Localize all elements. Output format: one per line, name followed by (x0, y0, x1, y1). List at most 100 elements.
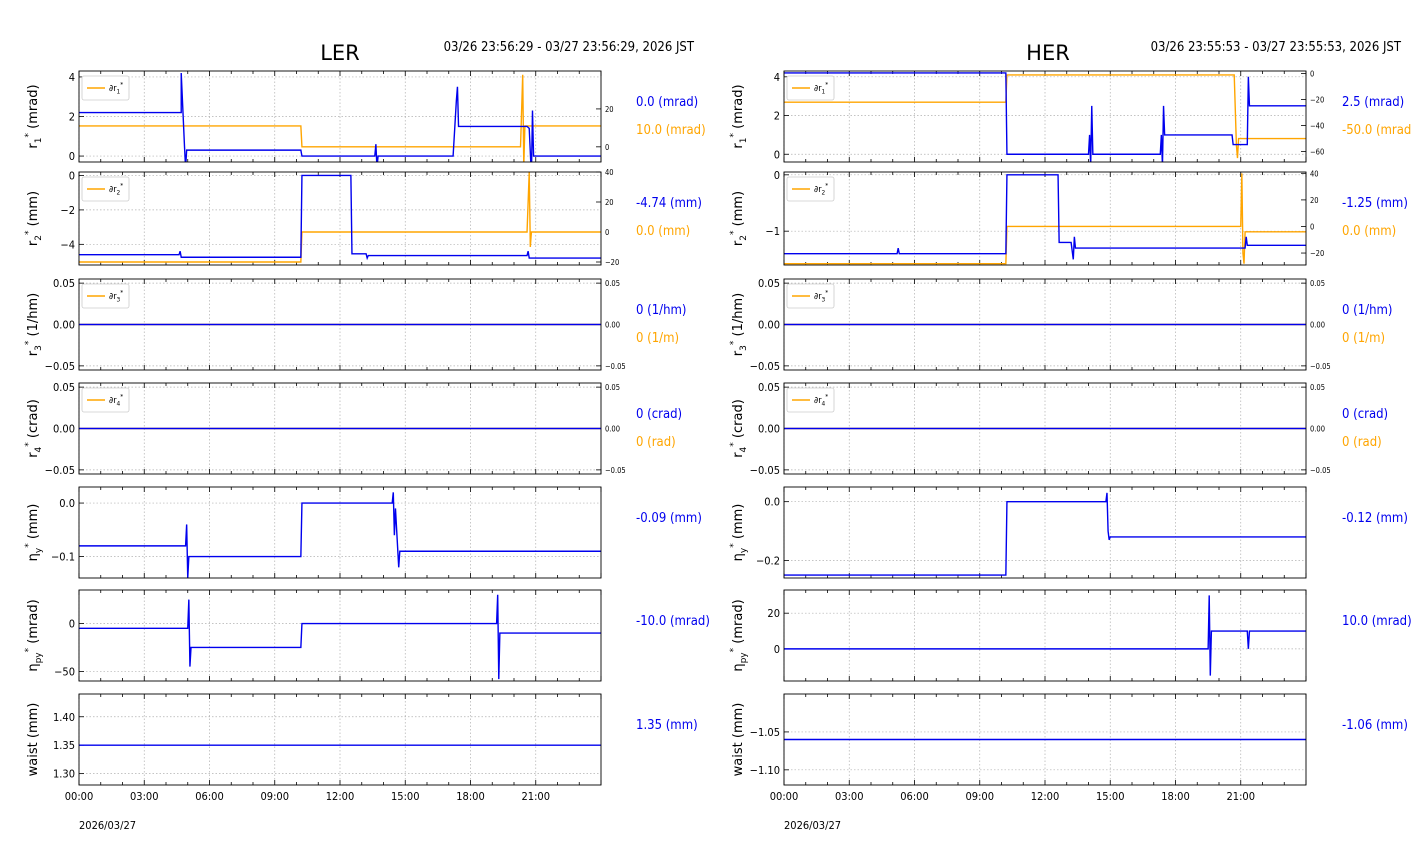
current-value-blue: 10.0 (mrad) (1342, 614, 1412, 629)
panel-1: 0 2 4 0 −20 −40 −60 ∂r1* r1* (mrad) 2.5 (mrad) -50… (729, 70, 1412, 163)
y-tick-label: 0.05 (53, 381, 75, 394)
y-tick-label: 20 (767, 607, 780, 620)
current-value-blue: -10.0 (mrad) (636, 614, 710, 629)
panel-3: 0.05 0.00 −0.05 0.05 0.00 −0.05 ∂r3* r3* (1/hm)… (729, 277, 1392, 373)
legend-box (786, 75, 835, 101)
grid (783, 71, 1306, 162)
y-tick-label: 4 (69, 71, 75, 84)
y-tick-label: −0.2 (756, 554, 780, 567)
x-tick-label: 00:00 (65, 790, 94, 803)
x-tick-label: 15:00 (1096, 790, 1125, 803)
y-axis-label: waist (mm) (731, 703, 746, 777)
y-tick-label: 0 (774, 169, 780, 182)
series-orange-line (79, 74, 601, 162)
y-axis-label: r1* (mrad) (729, 84, 749, 148)
axes-frame (783, 589, 1307, 682)
y-tick-label: −1 (765, 225, 780, 238)
current-value-orange: -50.0 (mrad) (1342, 123, 1412, 138)
chart-her: HER 03/26 23:55:53 - 03/27 23:55:53, 2026… (729, 40, 1412, 832)
panel-1: 0 2 4 0 20 ∂r1* r1* (mrad) 0.0 (mrad) 10.0 (mrad… (24, 70, 706, 163)
y-tick-label: −0.05 (750, 464, 780, 477)
x-tick-label: 12:00 (1031, 790, 1060, 803)
current-value-blue: 0 (crad) (636, 407, 682, 422)
chart-title: HER (1026, 41, 1070, 65)
panel-5: 0.0 −0.2 ηy* (mm) -0.12 (mm) (729, 486, 1408, 579)
current-value-blue: 0 (1/hm) (1342, 303, 1392, 318)
y2-tick-label: −20 (605, 258, 619, 267)
legend: ∂r3* (786, 283, 835, 309)
y2-tick-label: 40 (1310, 169, 1319, 178)
y-axis-label: r2* (mm) (24, 191, 44, 246)
x-tick-label: 18:00 (456, 790, 485, 803)
y-axis-label: r4* (crad) (729, 399, 749, 458)
current-value-blue: -0.12 (mm) (1342, 511, 1408, 526)
y-axis-label: r2* (mm) (729, 191, 749, 246)
legend-box (81, 176, 130, 202)
y-axis-label: waist (mm) (26, 703, 41, 777)
x-date-label: 2026/03/27 (784, 819, 841, 832)
series-orange-line (79, 172, 601, 263)
y2-tick-label: 0.00 (605, 425, 620, 434)
axes-frame (78, 589, 602, 682)
y-axis-label: ηy* (mm) (729, 504, 749, 562)
y-tick-label: −4 (60, 238, 75, 251)
y2-tick-label: 40 (605, 168, 614, 177)
y-tick-label: 0.0 (59, 497, 75, 510)
y2-tick-label: 0 (605, 228, 609, 237)
y-axis-label: r3* (1/hm) (729, 293, 749, 356)
y-tick-label: 0.00 (758, 423, 780, 436)
series-blue-line (784, 174, 1306, 260)
axes-frame (78, 278, 602, 371)
current-value-orange: 10.0 (mrad) (636, 123, 706, 138)
series-blue-line (79, 594, 601, 680)
current-value-blue: 0 (crad) (1342, 407, 1388, 422)
current-value-blue: 0.0 (mrad) (636, 95, 698, 110)
y-tick-label: 0.00 (53, 423, 75, 436)
y-tick-label: 0.05 (758, 381, 780, 394)
x-tick-label: 03:00 (835, 790, 864, 803)
axes-frame (783, 693, 1307, 786)
y2-tick-label: 0.05 (1310, 383, 1325, 392)
legend-box (786, 387, 835, 413)
axes-frame (78, 171, 602, 266)
y2-tick-label: 20 (605, 198, 614, 207)
y-axis-label: r3* (1/hm) (24, 293, 44, 356)
x-tick-label: 09:00 (965, 790, 994, 803)
y-tick-label: −0.05 (45, 360, 75, 373)
panel-4: 0.05 0.00 −0.05 0.05 0.00 −0.05 ∂r4* r4* (crad)… (729, 381, 1388, 477)
x-tick-label: 09:00 (260, 790, 289, 803)
axes-frame (783, 171, 1307, 266)
y-axis-label: ηpy* (mrad) (729, 599, 749, 671)
legend-label: ∂r3* (109, 289, 123, 304)
panel-3: 0.05 0.00 −0.05 0.05 0.00 −0.05 ∂r3* r3* (1/hm)… (24, 277, 686, 373)
grid (78, 487, 601, 578)
y-tick-label: 0 (69, 150, 75, 163)
y2-tick-label: 0.00 (1310, 425, 1325, 434)
legend-label: ∂r1* (814, 81, 828, 96)
series-blue-line (784, 595, 1306, 676)
current-value-blue: -1.06 (mm) (1342, 718, 1408, 733)
y2-tick-label: 20 (1310, 196, 1319, 205)
y-tick-label: 0.00 (758, 319, 780, 332)
x-tick-label: 18:00 (1161, 790, 1190, 803)
current-value-orange: 0.0 (mm) (1342, 224, 1396, 239)
axes-frame (78, 382, 602, 475)
grid (78, 71, 601, 162)
series-blue-line (784, 492, 1306, 576)
y2-tick-label: −60 (1310, 148, 1324, 157)
y-tick-label: −0.1 (51, 551, 75, 564)
y-axis-label: ηpy* (mrad) (24, 599, 44, 671)
y2-tick-label: 20 (605, 105, 614, 114)
x-tick-label: 21:00 (1226, 790, 1255, 803)
panel-7: 1.40 1.35 1.30 waist (mm) 1.35 (mm) 00:00 03:0… (26, 693, 698, 832)
legend: ∂r4* (786, 387, 835, 413)
legend-label: ∂r1* (109, 81, 123, 96)
current-value-blue: 1.35 (mm) (636, 718, 698, 733)
y-axis-label: r1* (mrad) (24, 84, 44, 148)
y-tick-label: 0.0 (764, 496, 780, 509)
y-tick-label: −0.05 (750, 360, 780, 373)
current-value-blue: -1.25 (mm) (1342, 196, 1408, 211)
y-tick-label: 1.30 (53, 768, 75, 781)
y-tick-label: 0 (774, 148, 780, 161)
y-tick-label: −50 (54, 665, 75, 678)
